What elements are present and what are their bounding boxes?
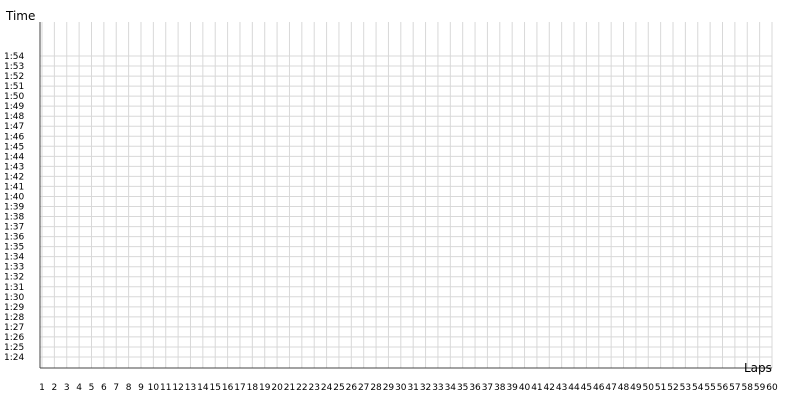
y-axis-title: Time [5,9,35,23]
x-tick-label: 22 [296,383,307,393]
x-tick-label: 28 [370,383,382,393]
x-tick-label: 26 [346,383,358,393]
x-tick-label: 46 [593,383,605,393]
x-tick-label: 15 [209,383,220,393]
x-tick-label: 8 [126,383,132,393]
x-tick-label: 4 [76,383,82,393]
x-tick-label: 60 [766,383,778,393]
y-tick-label: 1:48 [4,112,24,122]
y-tick-label: 1:51 [4,82,24,92]
x-tick-label: 3 [64,383,70,393]
y-tick-label: 1:43 [4,162,24,172]
x-tick-label: 58 [742,383,754,393]
x-tick-label: 7 [113,383,119,393]
y-tick-label: 1:38 [4,213,24,223]
x-tick-label: 9 [138,383,144,393]
y-tick-label: 1:34 [4,253,24,263]
y-tick-label: 1:41 [4,182,24,192]
y-tick-label: 1:30 [4,293,24,303]
y-tick-label: 1:31 [4,283,24,293]
x-tick-label: 29 [383,383,395,393]
x-tick-label: 42 [544,383,555,393]
y-tick-label: 1:36 [4,233,24,243]
y-tick-label: 1:32 [4,273,24,283]
x-tick-label: 20 [271,383,283,393]
x-tick-label: 32 [420,383,431,393]
grid [39,22,773,369]
y-tick-label: 1:45 [4,142,24,152]
y-tick-label: 1:28 [4,313,24,323]
x-tick-label: 13 [185,383,196,393]
y-tick-label: 1:46 [4,132,24,142]
x-tick-label: 33 [432,383,443,393]
x-tick-label: 56 [717,383,729,393]
x-tick-label: 6 [101,383,107,393]
y-tick-label: 1:27 [4,323,24,333]
x-tick-label: 18 [247,383,259,393]
x-tick-label: 52 [667,383,678,393]
y-tick-label: 1:50 [4,92,24,102]
y-tick-label: 1:25 [4,343,24,353]
x-tick-label: 40 [519,383,531,393]
x-tick-label: 27 [358,383,369,393]
y-tick-label: 1:33 [4,263,24,273]
y-tick-label: 1:24 [4,353,24,363]
y-tick-label: 1:40 [4,192,24,202]
x-tick-label: 5 [89,383,95,393]
x-tick-label: 47 [605,383,616,393]
x-tick-label: 2 [52,383,58,393]
y-tick-labels: 1:241:251:261:271:281:291:301:311:321:33… [4,52,24,363]
x-tick-label: 51 [655,383,666,393]
x-tick-label: 25 [333,383,344,393]
x-tick-label: 59 [754,383,766,393]
x-tick-label: 43 [556,383,567,393]
x-tick-label: 16 [222,383,234,393]
x-tick-label: 41 [531,383,542,393]
y-tick-label: 1:26 [4,333,24,343]
y-tick-label: 1:39 [4,203,24,213]
x-tick-label: 17 [234,383,245,393]
x-tick-label: 44 [568,383,580,393]
x-tick-label: 19 [259,383,271,393]
x-tick-label: 49 [630,383,642,393]
x-tick-label: 24 [321,383,333,393]
x-tick-label: 31 [407,383,418,393]
x-axis-title: Laps [744,361,772,375]
x-tick-label: 1 [39,383,45,393]
y-tick-label: 1:44 [4,152,24,162]
y-tick-label: 1:52 [4,72,24,82]
x-tick-label: 39 [506,383,518,393]
x-tick-label: 11 [160,383,171,393]
x-tick-labels: 1 2 3 4 5 6 7 8 9 10 11 12 13 14 15 16 17 18 19 20 21 22 23 24 2… [39,383,778,393]
x-tick-label: 10 [148,383,160,393]
x-tick-label: 45 [581,383,592,393]
x-tick-label: 48 [618,383,630,393]
x-tick-label: 53 [680,383,691,393]
x-tick-label: 57 [729,383,740,393]
x-tick-label: 34 [445,383,457,393]
y-tick-label: 1:42 [4,172,24,182]
x-tick-label: 14 [197,383,209,393]
y-tick-label: 1:35 [4,243,24,253]
x-tick-label: 23 [308,383,319,393]
y-tick-label: 1:47 [4,122,24,132]
x-tick-label: 12 [172,383,183,393]
y-tick-label: 1:54 [4,52,24,62]
x-tick-label: 30 [395,383,407,393]
x-tick-label: 21 [284,383,295,393]
x-tick-label: 55 [704,383,715,393]
y-tick-label: 1:37 [4,223,24,233]
x-tick-label: 54 [692,383,704,393]
y-tick-label: 1:29 [4,303,24,313]
x-tick-label: 50 [643,383,655,393]
x-tick-label: 37 [482,383,493,393]
y-tick-label: 1:49 [4,102,24,112]
x-tick-label: 38 [494,383,506,393]
y-tick-label: 1:53 [4,62,24,72]
x-tick-label: 35 [457,383,468,393]
x-tick-label: 36 [469,383,481,393]
